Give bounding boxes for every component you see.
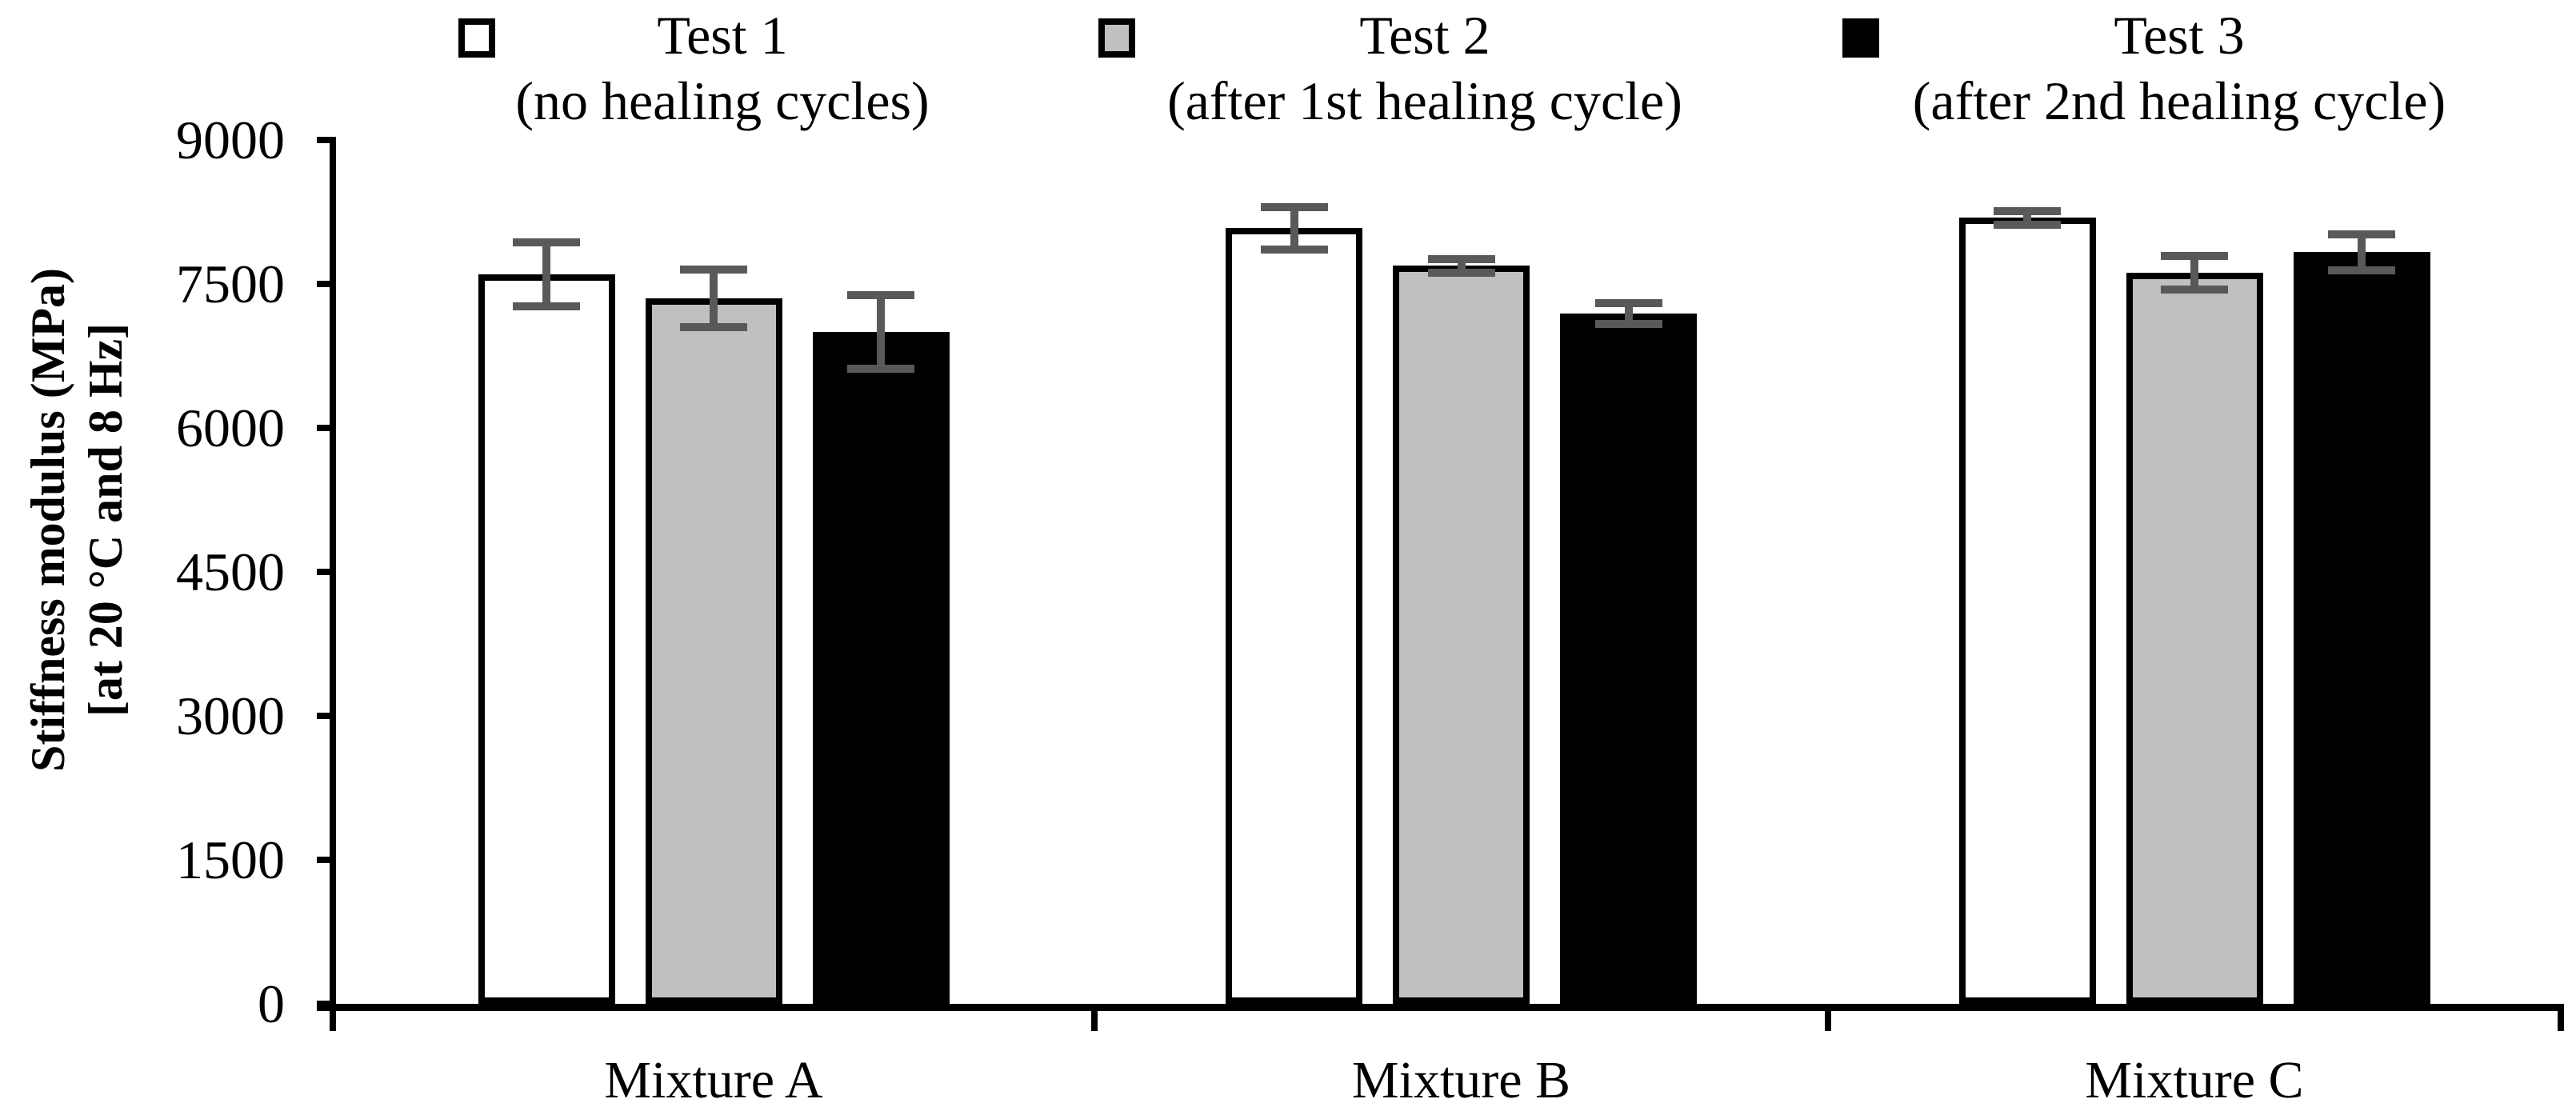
bar-test-2-mixture-a — [645, 298, 782, 1004]
bar-test-3-mixture-b — [1560, 314, 1697, 1004]
error-bar-test-3-mixture-b-cap-bottom — [1594, 320, 1662, 329]
y-tick-1500 — [317, 857, 330, 863]
error-bar-test-1-mixture-a-line — [542, 242, 550, 307]
error-bar-test-2-mixture-c-line — [2190, 255, 2198, 290]
error-bar-test-2-mixture-b-cap-bottom — [1427, 268, 1495, 277]
error-bar-test-1-mixture-c-cap-bottom — [1994, 220, 2061, 229]
legend-swatch-test1 — [458, 18, 495, 58]
bar-test-1-mixture-b — [1226, 228, 1362, 1004]
legend-entry-test1: Test 1 (no healing cycles) — [362, 2, 1082, 134]
error-bar-test-3-mixture-c-cap-top — [2328, 230, 2395, 238]
error-bar-test-1-mixture-a-cap-top — [513, 238, 580, 246]
legend-label-test1: Test 1 — [657, 5, 788, 66]
error-bar-test-2-mixture-b-line — [1457, 258, 1466, 273]
y-tick-4500 — [317, 569, 330, 575]
error-bar-test-1-mixture-a-cap-bottom — [513, 302, 580, 311]
bar-test-2-mixture-c — [2126, 272, 2263, 1004]
y-axis-line — [330, 137, 336, 1011]
y-tick-0 — [317, 1001, 330, 1007]
y-tick-label-7500: 7500 — [176, 254, 285, 314]
error-bar-test-2-mixture-a-cap-top — [680, 266, 747, 274]
error-bar-test-3-mixture-c-line — [2358, 234, 2366, 271]
x-category-label-mixture-b: Mixture B — [1351, 1051, 1571, 1109]
x-tick-0 — [330, 1004, 336, 1031]
bar-test-1-mixture-a — [478, 274, 615, 1004]
y-tick-label-9000: 9000 — [176, 110, 285, 170]
error-bar-test-3-mixture-c-cap-bottom — [2328, 266, 2395, 275]
error-bar-test-1-mixture-b-line — [1290, 207, 1298, 250]
legend-label-test3: Test 3 — [2114, 5, 2245, 66]
legend-sublabel-test2: (after 1st healing cycle) — [1167, 70, 1682, 131]
legend-swatch-test3 — [1842, 18, 1879, 58]
error-bar-test-2-mixture-a-cap-bottom — [680, 323, 747, 331]
error-bar-test-3-mixture-b-cap-top — [1594, 299, 1662, 307]
x-tick-1 — [1091, 1004, 1098, 1031]
bar-test-3-mixture-a — [812, 332, 950, 1004]
bar-test-1-mixture-c — [1958, 218, 2096, 1004]
error-bar-test-1-mixture-b-cap-bottom — [1260, 245, 1328, 254]
x-tick-3 — [2558, 1004, 2564, 1031]
bar-test-2-mixture-b — [1393, 266, 1530, 1004]
x-category-label-mixture-c: Mixture C — [2085, 1051, 2304, 1109]
y-tick-label-6000: 6000 — [176, 398, 285, 458]
y-tick-7500 — [317, 281, 330, 287]
error-bar-test-1-mixture-b-cap-top — [1260, 203, 1328, 211]
x-tick-2 — [1825, 1004, 1831, 1031]
x-axis-line — [317, 1004, 2564, 1011]
error-bar-test-1-mixture-c-cap-top — [1994, 206, 2061, 215]
legend-entry-test2: Test 2 (after 1st healing cycle) — [1065, 2, 1785, 134]
legend-swatch-test2 — [1098, 18, 1135, 58]
error-bar-test-3-mixture-b-line — [1624, 303, 1633, 325]
error-bar-test-1-mixture-c-line — [2023, 210, 2031, 225]
y-tick-9000 — [317, 137, 330, 143]
bar-test-3-mixture-c — [2293, 252, 2430, 1004]
error-bar-test-2-mixture-c-cap-bottom — [2161, 285, 2228, 294]
legend-entry-test3: Test 3 (after 2nd healing cycle) — [1819, 2, 2539, 134]
x-category-label-mixture-a: Mixture A — [604, 1051, 823, 1109]
y-tick-label-3000: 3000 — [176, 685, 285, 746]
error-bar-test-3-mixture-a-line — [877, 295, 885, 369]
y-tick-label-0: 0 — [258, 973, 285, 1034]
error-bar-test-2-mixture-b-cap-top — [1427, 254, 1495, 263]
error-bar-test-3-mixture-a-cap-top — [847, 291, 914, 300]
legend-sublabel-test3: (after 2nd healing cycle) — [1912, 70, 2446, 131]
error-bar-test-2-mixture-c-cap-top — [2161, 251, 2228, 260]
legend-label-test2: Test 2 — [1359, 5, 1490, 66]
y-tick-label-1500: 1500 — [176, 829, 285, 890]
y-tick-6000 — [317, 425, 330, 431]
y-tick-label-4500: 4500 — [176, 542, 285, 602]
legend-sublabel-test1: (no healing cycles) — [515, 70, 930, 131]
error-bar-test-3-mixture-a-cap-bottom — [847, 364, 914, 373]
y-tick-3000 — [317, 713, 330, 719]
error-bar-test-2-mixture-a-line — [710, 270, 718, 327]
